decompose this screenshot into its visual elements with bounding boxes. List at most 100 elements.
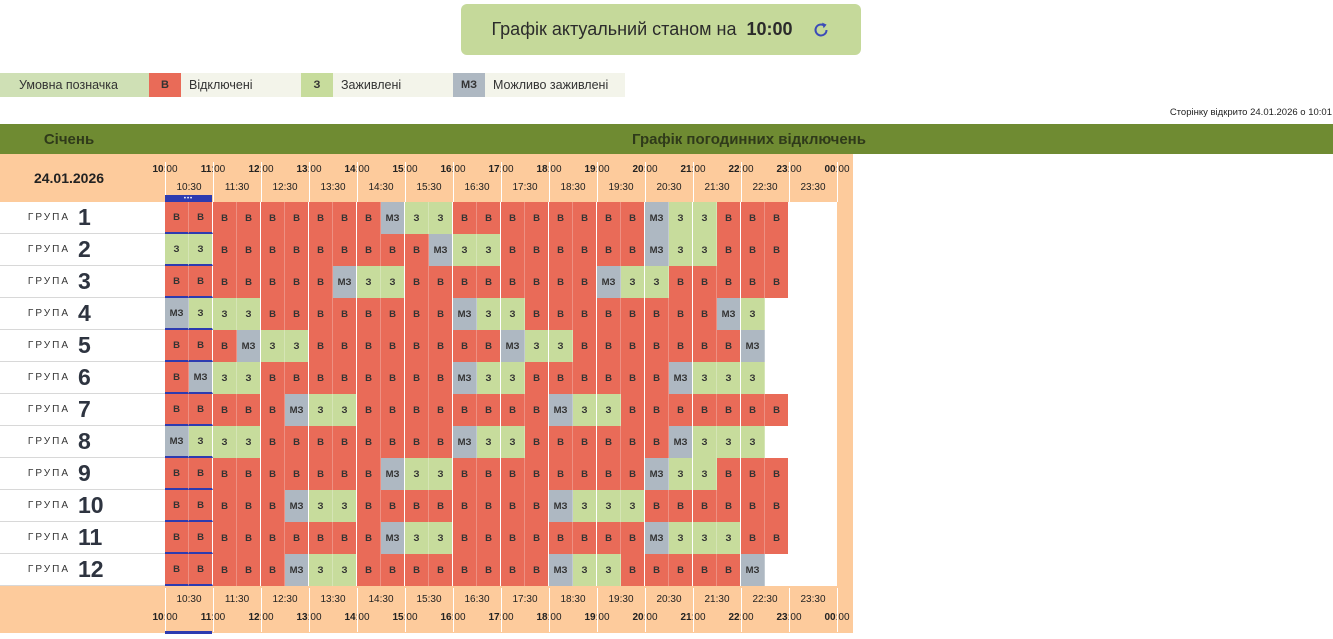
schedule-cell: З	[693, 362, 717, 394]
hour-label: 21:00	[680, 612, 705, 623]
hour-label: 22:00	[728, 612, 753, 623]
schedule-cell: МЗ	[645, 202, 669, 234]
schedule-cell: МЗ	[333, 266, 357, 298]
schedule-cell: В	[693, 298, 717, 330]
hour-suffix: :00	[259, 612, 274, 623]
half-hour-label: 17:30	[512, 594, 538, 605]
schedule-cell: З	[693, 234, 717, 266]
hour-value: 18	[536, 164, 548, 175]
schedule-cell: В	[741, 202, 765, 234]
status-time: 10:00	[746, 19, 793, 39]
schedule-cell: В	[381, 490, 405, 522]
schedule-cell: З	[669, 458, 693, 490]
hour-suffix: :00	[643, 164, 658, 175]
group-schedule-row: В В В В В МЗ З З В В В В В В В В МЗ З З З В В В В В В	[165, 490, 789, 522]
schedule-cell: МЗ	[165, 298, 189, 330]
schedule-cell: В	[669, 330, 693, 362]
schedule-cell: В	[525, 554, 549, 586]
schedule-cell: В	[621, 458, 645, 490]
schedule-cell: З	[237, 426, 261, 458]
schedule-cell: В	[573, 234, 597, 266]
schedule-cell: В	[165, 202, 189, 234]
schedule-cell: З	[405, 522, 429, 554]
schedule-cell: В	[645, 490, 669, 522]
schedule-cell: З	[189, 234, 213, 266]
hour-value: 21	[680, 164, 692, 175]
schedule-cell: МЗ	[453, 426, 477, 458]
schedule-cell: В	[357, 554, 381, 586]
schedule-title: Графік погодинних відключень	[632, 130, 866, 148]
schedule-cell: В	[213, 554, 237, 586]
group-word: ГРУПА	[27, 500, 70, 511]
schedule-grid: В В В В В В В В В МЗ З З В В В В В В В В МЗ З З В В В З З В В В В В В В В В М…	[165, 202, 789, 586]
hour-separator	[165, 588, 166, 632]
group-label: ГРУПА 1	[0, 202, 165, 234]
schedule-cell: МЗ	[669, 426, 693, 458]
schedule-cell: В	[693, 490, 717, 522]
schedule-cell: В	[501, 458, 525, 490]
schedule-cell: В	[429, 330, 453, 362]
schedule-cell: В	[189, 554, 213, 586]
schedule-cell: В	[549, 298, 573, 330]
schedule-cell: В	[309, 362, 333, 394]
schedule-cell: В	[165, 266, 189, 298]
schedule-cell: В	[453, 554, 477, 586]
group-label: ГРУПА 9	[0, 458, 165, 490]
schedule-cell: МЗ	[453, 362, 477, 394]
group-label: ГРУПА 2	[0, 234, 165, 266]
schedule-cell: В	[477, 458, 501, 490]
half-hour-label: 19:30	[608, 594, 634, 605]
schedule-cell: В	[453, 522, 477, 554]
schedule-cell: МЗ	[285, 554, 309, 586]
schedule-cell: В	[597, 458, 621, 490]
hour-label: 22:00	[728, 164, 753, 175]
schedule-cell: В	[525, 266, 549, 298]
schedule-cell: МЗ	[237, 330, 261, 362]
group-word: ГРУПА	[27, 468, 70, 479]
schedule-cell: З	[405, 458, 429, 490]
schedule-cell: В	[309, 522, 333, 554]
hour-suffix: :00	[595, 164, 610, 175]
hour-label: 11:00	[201, 612, 225, 623]
hour-value: 21	[680, 612, 692, 623]
hour-separator	[789, 588, 790, 632]
group-number: 1	[78, 204, 91, 230]
schedule-cell: В	[621, 202, 645, 234]
schedule-cell: МЗ	[741, 330, 765, 362]
schedule-cell: В	[525, 490, 549, 522]
hour-label: 17:00	[488, 164, 513, 175]
schedule-cell: В	[765, 490, 789, 522]
schedule-cell: В	[429, 298, 453, 330]
schedule-cell: В	[285, 522, 309, 554]
hour-value: 19	[584, 164, 596, 175]
half-hour-label: 20:30	[656, 594, 682, 605]
schedule-cell: З	[165, 234, 189, 266]
schedule-cell: В	[165, 490, 189, 522]
schedule-cell: В	[621, 394, 645, 426]
half-hour-label: 20:30	[656, 182, 682, 193]
half-hour-label: 22:30	[752, 594, 778, 605]
schedule-cell: З	[213, 362, 237, 394]
schedule-cell: В	[213, 394, 237, 426]
half-hour-label: 21:30	[704, 594, 730, 605]
group-label: ГРУПА 7	[0, 394, 165, 426]
hour-suffix: :00	[307, 612, 322, 623]
group-number: 5	[78, 332, 91, 358]
hour-separator	[837, 588, 838, 632]
refresh-icon[interactable]	[811, 20, 831, 40]
group-label: ГРУПА 6	[0, 362, 165, 394]
schedule-cell: В	[333, 298, 357, 330]
hour-value: 12	[248, 164, 260, 175]
group-number: 4	[78, 300, 91, 326]
hour-label: 19:00	[584, 612, 609, 623]
schedule-cell: МЗ	[285, 394, 309, 426]
hour-value: 12	[248, 612, 260, 623]
hour-suffix: :00	[643, 612, 658, 623]
schedule-cell: З	[645, 266, 669, 298]
schedule-cell: В	[261, 458, 285, 490]
schedule-cell: В	[453, 266, 477, 298]
schedule-cell: В	[333, 330, 357, 362]
schedule-cell: В	[165, 394, 189, 426]
schedule-cell: В	[717, 266, 741, 298]
group-number: 2	[78, 236, 91, 262]
